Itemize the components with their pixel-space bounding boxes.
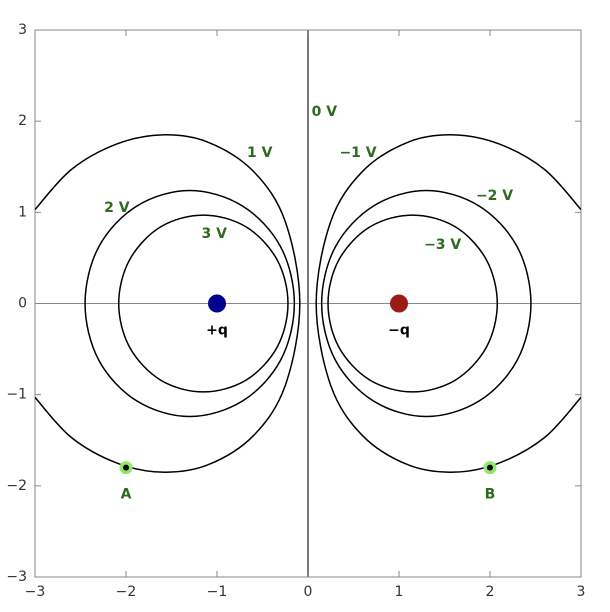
x-tick-label: 0 xyxy=(304,584,313,600)
x-tick-label: −1 xyxy=(207,584,228,600)
point-center xyxy=(123,464,129,471)
x-tick-label: −3 xyxy=(25,584,46,600)
equipotential xyxy=(35,134,301,473)
x-tick-label: −2 xyxy=(116,584,137,600)
x-tick-label: 1 xyxy=(395,584,404,600)
contour-label: −3 V xyxy=(424,237,461,253)
equipotential xyxy=(117,214,289,393)
point-center xyxy=(487,464,493,471)
y-tick-label: 3 xyxy=(18,22,27,38)
equipotential xyxy=(315,134,581,473)
point-label: A xyxy=(121,487,132,503)
y-tick-label: −3 xyxy=(6,569,27,585)
x-tick-label: 3 xyxy=(577,584,586,600)
y-tick-label: 1 xyxy=(18,204,27,220)
equipotential xyxy=(327,214,499,393)
contour-label: 2 V xyxy=(104,200,130,216)
charge-label: −q xyxy=(388,323,410,339)
contour-label: −2 V xyxy=(476,188,513,204)
x-tick-label: 2 xyxy=(486,584,495,600)
equipotential xyxy=(320,189,532,418)
contour-label: 0 V xyxy=(312,104,338,120)
equipotential xyxy=(84,189,296,418)
charge-label: +q xyxy=(206,323,228,339)
contour-label: 1 V xyxy=(247,145,273,161)
point-label: B xyxy=(485,487,496,503)
y-tick-label: 2 xyxy=(18,113,27,129)
charge xyxy=(390,294,408,313)
contour-label: −1 V xyxy=(339,145,376,161)
y-tick-label: −1 xyxy=(6,387,27,403)
contour-label: 3 V xyxy=(202,226,228,242)
y-tick-label: 0 xyxy=(18,296,27,312)
y-tick-label: −2 xyxy=(6,478,27,494)
charge xyxy=(208,294,226,313)
plot-area xyxy=(35,30,581,577)
